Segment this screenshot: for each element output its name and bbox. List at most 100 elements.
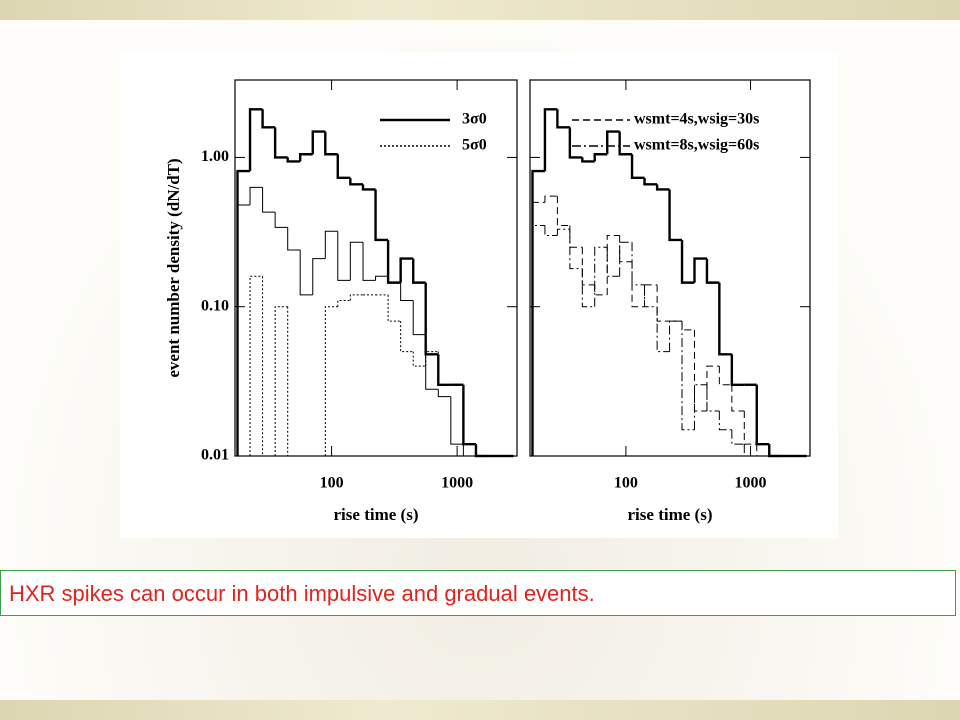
histogram-step — [718, 366, 732, 386]
histogram-step — [299, 249, 313, 296]
histogram-step — [286, 157, 301, 163]
histogram-step — [412, 300, 426, 336]
histogram-step — [475, 444, 489, 457]
histogram-step — [544, 225, 558, 236]
y-tick-label: 1.00 — [201, 148, 229, 165]
histogram-step — [693, 384, 707, 430]
x-tick-label: 1000 — [441, 475, 473, 492]
histogram-step — [249, 275, 263, 456]
histogram-step — [375, 275, 389, 281]
histogram-step — [631, 242, 645, 286]
histogram-step — [262, 187, 276, 213]
histogram-step — [274, 306, 288, 456]
histogram-step — [412, 351, 426, 367]
histogram-step — [324, 306, 338, 456]
histogram-step — [581, 268, 595, 308]
histogram-step — [718, 282, 732, 356]
histogram-step — [437, 351, 451, 386]
histogram-step — [544, 195, 558, 203]
histogram-step — [337, 231, 351, 281]
histogram-step — [743, 444, 757, 457]
histogram-step — [349, 241, 364, 281]
legend-label: wsmt=4s,wsig=30s — [634, 111, 759, 128]
histogram-step — [644, 284, 658, 308]
histogram-step — [593, 153, 608, 162]
histogram-step — [361, 184, 376, 191]
histogram-step — [437, 389, 451, 398]
histogram-step — [311, 130, 326, 155]
x-tick-label: 100 — [614, 475, 638, 492]
legend-label: 5σ0 — [462, 137, 487, 154]
histogram-step — [425, 351, 439, 367]
histogram-step — [569, 229, 583, 270]
histogram-step — [643, 177, 658, 186]
histogram-step — [618, 131, 633, 156]
histogram-step — [718, 411, 732, 431]
histogram-step — [594, 246, 608, 307]
histogram-step — [249, 186, 263, 205]
histogram-step — [531, 201, 545, 456]
histogram-step — [668, 189, 683, 242]
histogram-step — [399, 257, 414, 283]
histogram-step — [412, 258, 426, 284]
histogram-step — [450, 396, 464, 445]
histogram-step — [374, 189, 389, 242]
chart: 1.00 0.10 0.01 100 1000 rise time (s) event nu… — [163, 79, 811, 524]
histogram-step — [730, 354, 745, 386]
y-tick-label: 0.01 — [201, 447, 229, 464]
histogram-step — [349, 177, 364, 186]
histogram-step — [581, 247, 595, 286]
histogram-step — [362, 242, 376, 281]
histogram-step — [324, 131, 338, 156]
histogram-step — [731, 429, 745, 445]
histogram-step — [656, 306, 670, 353]
histogram-step — [568, 127, 583, 159]
x-tick-label: 1000 — [735, 475, 767, 492]
histogram-step — [400, 282, 414, 302]
histogram-step — [349, 294, 364, 301]
histogram-step — [237, 204, 251, 456]
plot-frame — [529, 79, 811, 457]
histogram-step — [681, 321, 695, 431]
top-band — [0, 0, 960, 20]
histogram-step — [274, 212, 288, 228]
histogram-step — [261, 109, 276, 129]
histogram-step — [619, 235, 633, 263]
histogram-step — [287, 306, 301, 457]
histogram-step — [706, 384, 720, 412]
histogram-step — [581, 157, 595, 163]
histogram-step — [680, 239, 695, 284]
histogram-step — [556, 196, 570, 226]
histogram-step — [262, 276, 276, 457]
bottom-band — [0, 700, 960, 720]
histogram-step — [731, 384, 745, 412]
histogram-step — [606, 234, 620, 295]
histogram-step — [531, 224, 545, 456]
x-axis-label: rise time (s) — [334, 505, 419, 524]
histogram-step — [655, 184, 670, 191]
y-axis-label: event number density (dN/dT) — [164, 158, 183, 377]
x-axis-label: rise time (s) — [628, 505, 713, 524]
histogram-step — [336, 154, 351, 180]
histogram-step — [556, 109, 570, 129]
histogram-step — [619, 241, 633, 277]
legend-label: wsmt=8s,wsig=60s — [634, 137, 759, 154]
histogram-step — [556, 228, 570, 236]
histogram-step — [462, 444, 476, 457]
histogram-step — [543, 108, 558, 172]
histogram-step — [656, 284, 670, 322]
histogram-step — [706, 365, 720, 412]
y-tick-label: 0.10 — [201, 297, 229, 314]
caption: HXR spikes can occur in both impulsive a… — [0, 570, 956, 616]
histogram-step — [630, 154, 645, 180]
histogram-step — [248, 108, 263, 172]
histogram-step — [324, 230, 338, 259]
legend-label: 3σ0 — [462, 111, 487, 128]
histogram-step — [387, 294, 401, 322]
x-tick-label: 100 — [320, 475, 344, 492]
histogram-step — [273, 127, 288, 159]
plot-frame — [234, 79, 518, 457]
histogram-step — [669, 320, 683, 352]
histogram-step — [298, 153, 313, 162]
